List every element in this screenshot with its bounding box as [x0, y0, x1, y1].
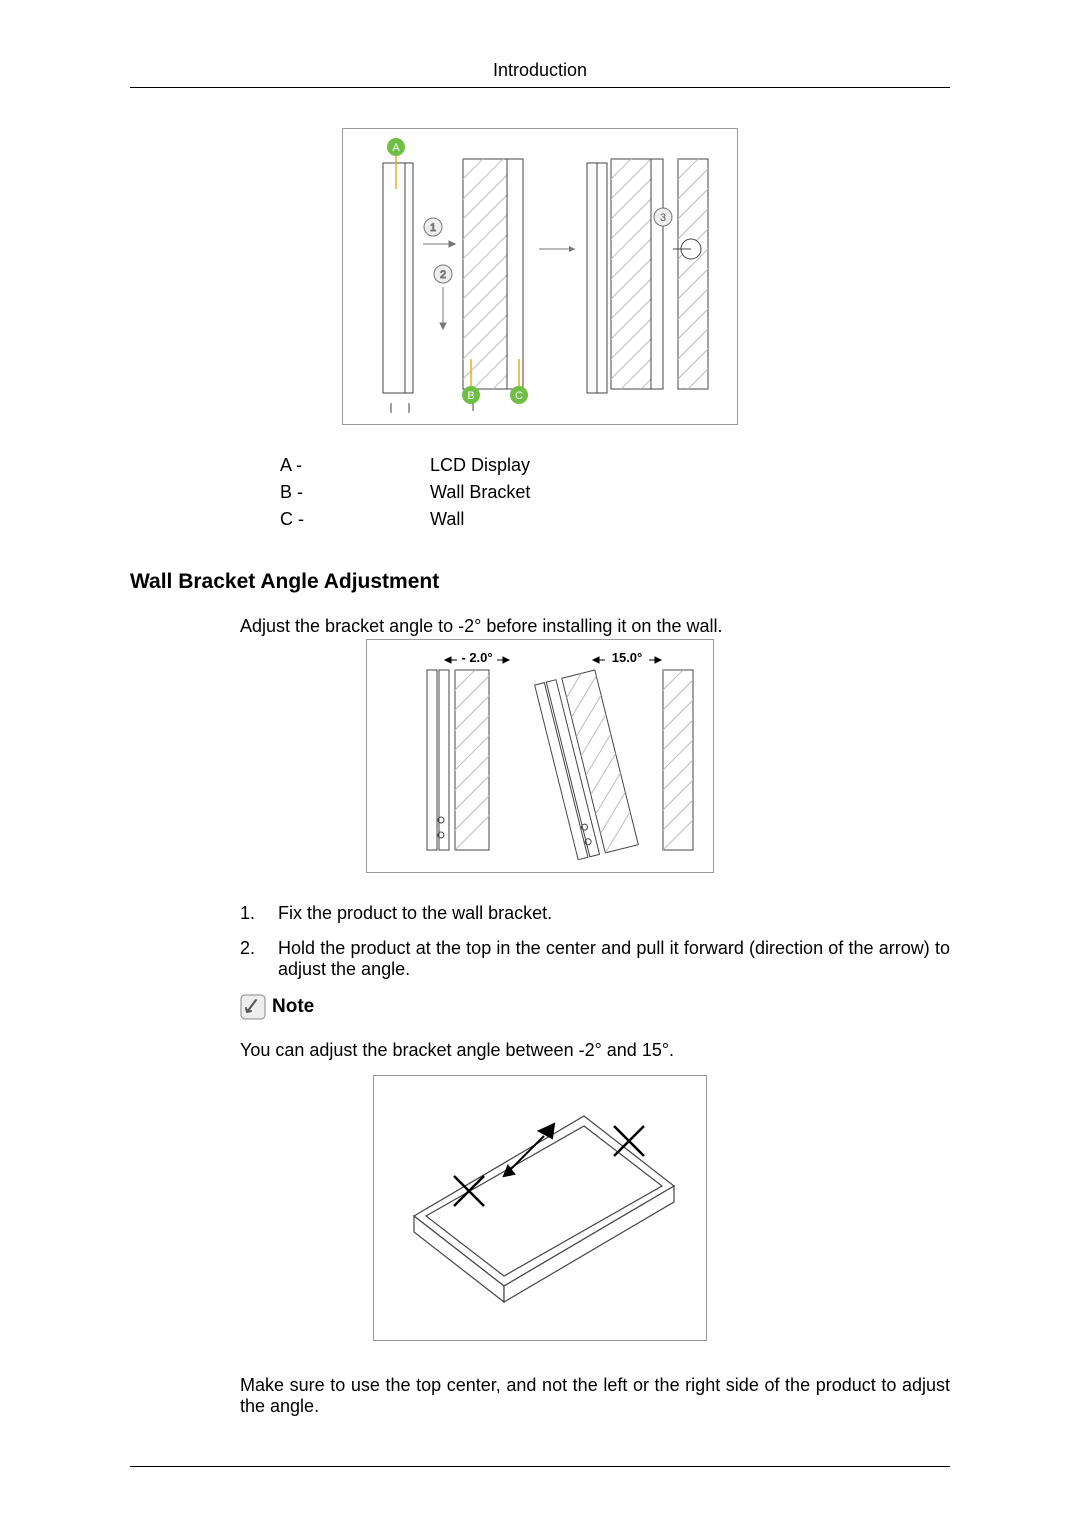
section-intro: Adjust the bracket angle to -2° before i…: [240, 616, 950, 637]
legend-row: C - Wall: [280, 509, 950, 530]
figure-mounting-diagram: 1 2: [342, 128, 738, 425]
page-header: Introduction: [130, 60, 950, 88]
legend-key: C -: [280, 509, 430, 530]
note-label: Note: [272, 996, 314, 1018]
list-text: Hold the product at the top in the cente…: [278, 938, 950, 980]
legend-value: Wall: [430, 509, 464, 530]
legend-row: B - Wall Bracket: [280, 482, 950, 503]
legend-value: LCD Display: [430, 455, 530, 476]
list-number: 1.: [240, 903, 278, 924]
list-item: 1. Fix the product to the wall bracket.: [240, 903, 950, 924]
angle-label-left: - 2.0°: [461, 650, 492, 665]
note-text: You can adjust the bracket angle between…: [240, 1040, 950, 1061]
callout-b: B: [467, 390, 474, 402]
legend-key: B -: [280, 482, 430, 503]
legend-value: Wall Bracket: [430, 482, 530, 503]
page: Introduction: [0, 0, 1080, 1527]
legend-row: A - LCD Display: [280, 455, 950, 476]
closing-text: Make sure to use the top center, and not…: [240, 1375, 950, 1417]
callout-c: C: [515, 390, 523, 402]
list-item: 2. Hold the product at the top in the ce…: [240, 938, 950, 980]
list-number: 2.: [240, 938, 278, 980]
figure-angle-diagram: - 2.0°: [366, 639, 714, 873]
legend-table: A - LCD Display B - Wall Bracket C - Wal…: [280, 455, 950, 530]
step-bubble-3: 3: [660, 212, 666, 224]
ordered-list: 1. Fix the product to the wall bracket. …: [240, 903, 950, 980]
note-heading: Note: [240, 994, 950, 1020]
step-bubble-2: 2: [440, 269, 446, 281]
callout-a: A: [392, 142, 400, 154]
header-title: Introduction: [493, 60, 587, 80]
note-icon: [240, 994, 266, 1020]
angle-label-right: 15.0°: [612, 650, 643, 665]
footer-rule: [130, 1466, 950, 1467]
step-bubble-1: 1: [430, 222, 436, 234]
figure-iso-diagram: [373, 1075, 707, 1341]
legend-key: A -: [280, 455, 430, 476]
section-title: Wall Bracket Angle Adjustment: [130, 570, 950, 594]
list-text: Fix the product to the wall bracket.: [278, 903, 950, 924]
